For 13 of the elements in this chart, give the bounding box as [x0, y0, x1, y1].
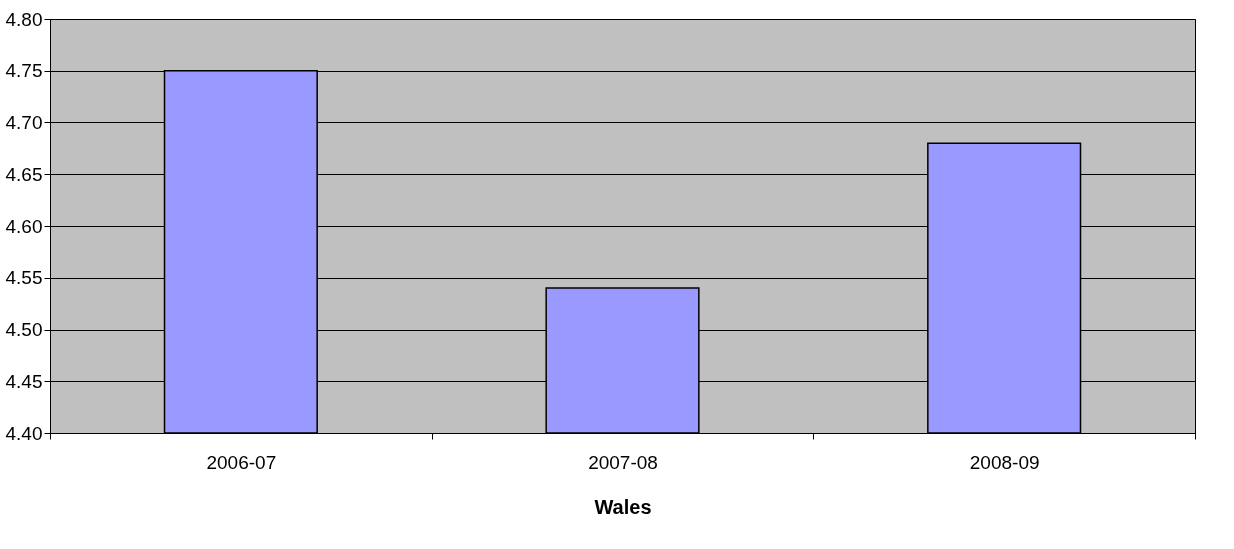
y-tick-label: 4.40	[5, 422, 43, 444]
y-tick-label: 4.45	[5, 370, 43, 392]
x-tick-label: 2007-08	[588, 451, 658, 473]
y-tick-label: 4.55	[5, 267, 43, 289]
x-tick-label: 2006-07	[206, 451, 277, 473]
y-tick-label: 4.65	[5, 163, 43, 185]
y-tick-label: 4.70	[5, 112, 43, 133]
y-tick-label: 4.75	[5, 60, 43, 82]
x-tick-label: 2008-09	[969, 451, 1040, 473]
y-tick-label: 4.80	[5, 8, 43, 30]
x-axis-title: Wales	[594, 495, 652, 518]
y-tick-label: 4.50	[5, 319, 43, 340]
y-tick-label: 4.60	[5, 215, 43, 237]
